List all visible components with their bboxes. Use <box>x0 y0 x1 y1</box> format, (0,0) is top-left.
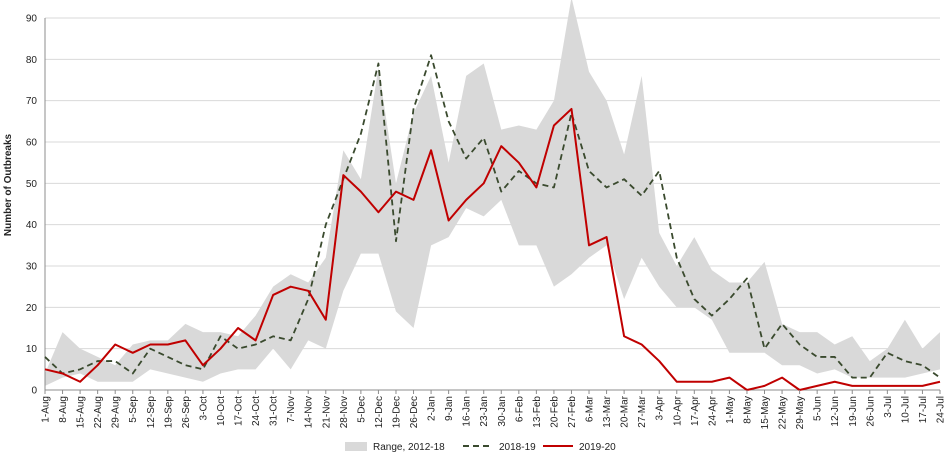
x-tick-label: 31-Oct <box>269 396 280 426</box>
x-tick-label: 17-Oct <box>234 396 245 426</box>
x-tick-label: 2-Jan <box>427 396 438 421</box>
x-tick-label: 19-Dec <box>391 396 402 428</box>
x-tick-label: 17-Jul <box>918 396 929 423</box>
x-tick-label: 3-Apr <box>655 395 666 420</box>
y-axis-title: Number of Outbreaks <box>3 133 14 236</box>
range-band <box>45 0 940 386</box>
x-tick-label: 5-Sep <box>128 396 139 423</box>
y-tick-label-90: 90 <box>26 14 38 25</box>
x-tick-label: 27-Mar <box>637 395 648 427</box>
x-tick-label: 15-May <box>760 396 771 429</box>
y-tick-label-40: 40 <box>26 220 38 231</box>
x-tick-label: 17-Apr <box>690 395 701 426</box>
x-tick-label: 7-Nov <box>286 396 297 423</box>
legend-label-2018-19: 2018-19 <box>499 442 536 453</box>
axes <box>44 18 940 391</box>
x-tick-label: 8-May <box>742 396 753 424</box>
x-tick-label: 26-Jun <box>865 396 876 427</box>
x-tick-label: 10-Jul <box>900 396 911 423</box>
y-tick-label-60: 60 <box>26 138 38 149</box>
series-lines <box>44 54 941 391</box>
range-band-area <box>45 0 940 386</box>
legend-item-range: Range, 2012-18 <box>345 442 445 453</box>
x-tick-label: 29-Aug <box>111 396 122 428</box>
x-tick-label: 26-Dec <box>409 396 420 428</box>
x-tick-label: 12-Jun <box>830 396 841 427</box>
x-tick-label: 20-Mar <box>620 395 631 427</box>
x-tick-label: 24-Apr <box>707 395 718 426</box>
series-line-2019-20 <box>44 107 941 391</box>
y-tick-label-10: 10 <box>26 344 38 355</box>
x-tick-label: 8-Aug <box>58 396 69 423</box>
legend-swatch-range <box>345 442 367 451</box>
y-tick-label-0: 0 <box>31 386 37 397</box>
x-tick-label: 24-Oct <box>251 396 262 426</box>
x-tick-label: 5-Jun <box>813 396 824 421</box>
x-tick-labels: 1-Aug 8-Aug 15-Aug 22-Aug 29-Aug 5-Sep 12-Sep 1… <box>41 390 947 429</box>
x-tick-label: 12-Dec <box>374 396 385 428</box>
legend-item-2019-20: 2019-20 <box>543 442 616 453</box>
y-tick-label-70: 70 <box>26 96 38 107</box>
x-tick-label: 19-Sep <box>163 396 174 429</box>
x-tick-label: 6-Feb <box>514 396 525 423</box>
x-tick-label: 23-Jan <box>479 396 490 427</box>
x-tick-label: 5-Dec <box>356 396 367 423</box>
x-tick-label: 27-Feb <box>567 396 578 428</box>
x-tick-label: 29-May <box>795 396 806 429</box>
x-tick-label: 6-Mar <box>585 395 596 422</box>
x-tick-label: 10-Oct <box>216 396 227 426</box>
x-tick-label: 28-Nov <box>339 396 350 428</box>
x-tick-label: 13-Feb <box>532 396 543 428</box>
x-tick-label: 1-May <box>725 396 736 424</box>
series-line-2018-19 <box>44 54 941 379</box>
x-tick-label: 24-Jul <box>936 396 947 423</box>
x-tick-label: 21-Nov <box>321 396 332 428</box>
legend-label-2019-20: 2019-20 <box>579 442 616 453</box>
x-tick-label: 3-Oct <box>198 396 209 421</box>
x-tick-label: 14-Nov <box>304 396 315 428</box>
x-tick-label: 10-Apr <box>672 395 683 426</box>
x-tick-label: 1-Aug <box>41 396 52 423</box>
y-tick-label-80: 80 <box>26 55 38 66</box>
y-tick-label-30: 30 <box>26 262 38 273</box>
legend-item-2018-19: 2018-19 <box>463 442 536 453</box>
legend: Range, 2012-18 2018-19 2019-20 <box>345 442 616 453</box>
x-tick-label: 26-Sep <box>181 396 192 429</box>
x-tick-label: 9-Jan <box>444 396 455 421</box>
x-tick-label: 12-Sep <box>146 396 157 429</box>
x-tick-label: 16-Jan <box>462 396 473 427</box>
x-tick-label: 15-Aug <box>76 396 87 428</box>
y-tick-label-20: 20 <box>26 303 38 314</box>
x-tick-label: 20-Feb <box>549 396 560 428</box>
x-tick-label: 22-Aug <box>93 396 104 428</box>
x-tick-label: 22-May <box>778 396 789 429</box>
y-tick-labels: 0 10 20 30 40 50 60 70 80 90 <box>26 14 38 397</box>
y-tick-label-50: 50 <box>26 179 38 190</box>
legend-label-range: Range, 2012-18 <box>373 442 445 453</box>
x-tick-label: 3-Jul <box>883 396 894 418</box>
x-tick-label: 19-Jun <box>848 396 859 427</box>
x-tick-label: 30-Jan <box>497 396 508 427</box>
x-tick-label: 13-Mar <box>602 395 613 427</box>
